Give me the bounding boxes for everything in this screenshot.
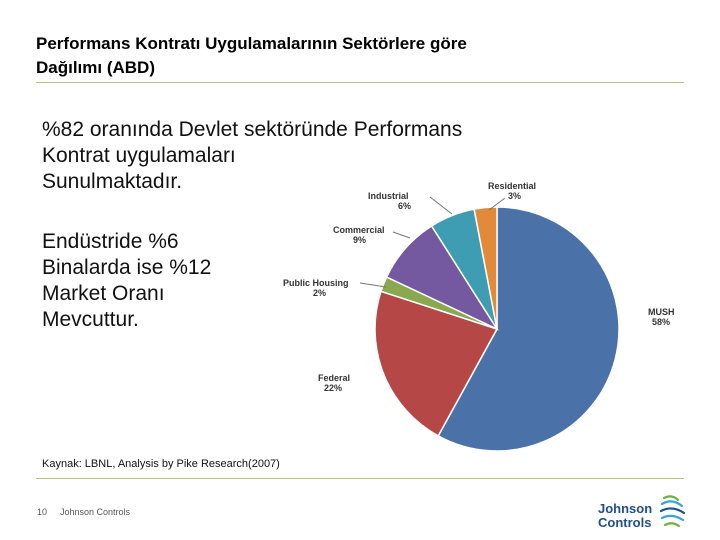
leader-line-residential xyxy=(488,197,506,211)
slice-value-industrial: 6% xyxy=(398,201,411,211)
footer-company: Johnson Controls xyxy=(60,507,131,517)
body-paragraph-2: Endüstride %6 Binalarda ise %12 Market O… xyxy=(42,229,562,333)
jci-swirl-logo-icon xyxy=(659,495,686,528)
slice-value-commercial: 9% xyxy=(353,235,366,245)
slice-name-industrial: Industrial xyxy=(368,191,409,201)
slice-value-residential: 3% xyxy=(508,191,521,201)
leader-line-public-housing xyxy=(359,282,387,288)
page-number: 10 xyxy=(37,507,48,517)
slice-name-federal: Federal xyxy=(318,373,350,383)
body-paragraph-1: %82 oranında Devlet sektöründe Performan… xyxy=(42,117,562,195)
pie-slice-mush xyxy=(437,206,620,452)
slide-title-line-2: Dağılımı (ABD) xyxy=(36,58,155,77)
leader-line-industrial xyxy=(429,196,453,215)
slice-value-mush: 58% xyxy=(652,317,670,327)
slide-title-line-1: Performans Kontratı Uygulamalarının Sekt… xyxy=(36,34,467,53)
slice-name-mush: MUSH xyxy=(648,307,675,317)
slice-value-federal: 22% xyxy=(324,383,342,393)
body-line: Endüstride %6 xyxy=(42,230,179,253)
body-line: Binalarda ise %12 xyxy=(42,256,212,279)
title-divider xyxy=(36,82,684,83)
leader-line-commercial xyxy=(392,231,411,239)
body-line: Mevcuttur. xyxy=(42,308,139,331)
body-line: %82 oranında Devlet sektöründe Performan… xyxy=(42,118,463,141)
logo-wordmark: Johnson Controls xyxy=(598,502,652,530)
pie-slice-residential xyxy=(473,206,498,330)
body-line: Sunulmaktadır. xyxy=(42,170,183,193)
footer-divider xyxy=(36,478,684,479)
slice-value-public-housing: 2% xyxy=(313,288,326,298)
body-line: Kontrat uygulamaları xyxy=(42,144,236,167)
logo-line-1: Johnson xyxy=(598,501,653,516)
slide-title: Performans Kontratı Uygulamalarının Sekt… xyxy=(36,32,656,80)
source-note: Kaynak: LBNL, Analysis by Pike Research(… xyxy=(42,458,280,470)
slice-name-public-housing: Public Housing xyxy=(283,278,349,288)
pie-slice-federal xyxy=(374,290,499,437)
slice-name-residential: Residential xyxy=(488,181,536,191)
slice-name-commercial: Commercial xyxy=(333,225,385,235)
logo-line-2: Controls xyxy=(598,515,652,530)
body-line: Market Oranı xyxy=(42,282,165,305)
johnson-controls-logo: Johnson Controls xyxy=(598,492,690,532)
